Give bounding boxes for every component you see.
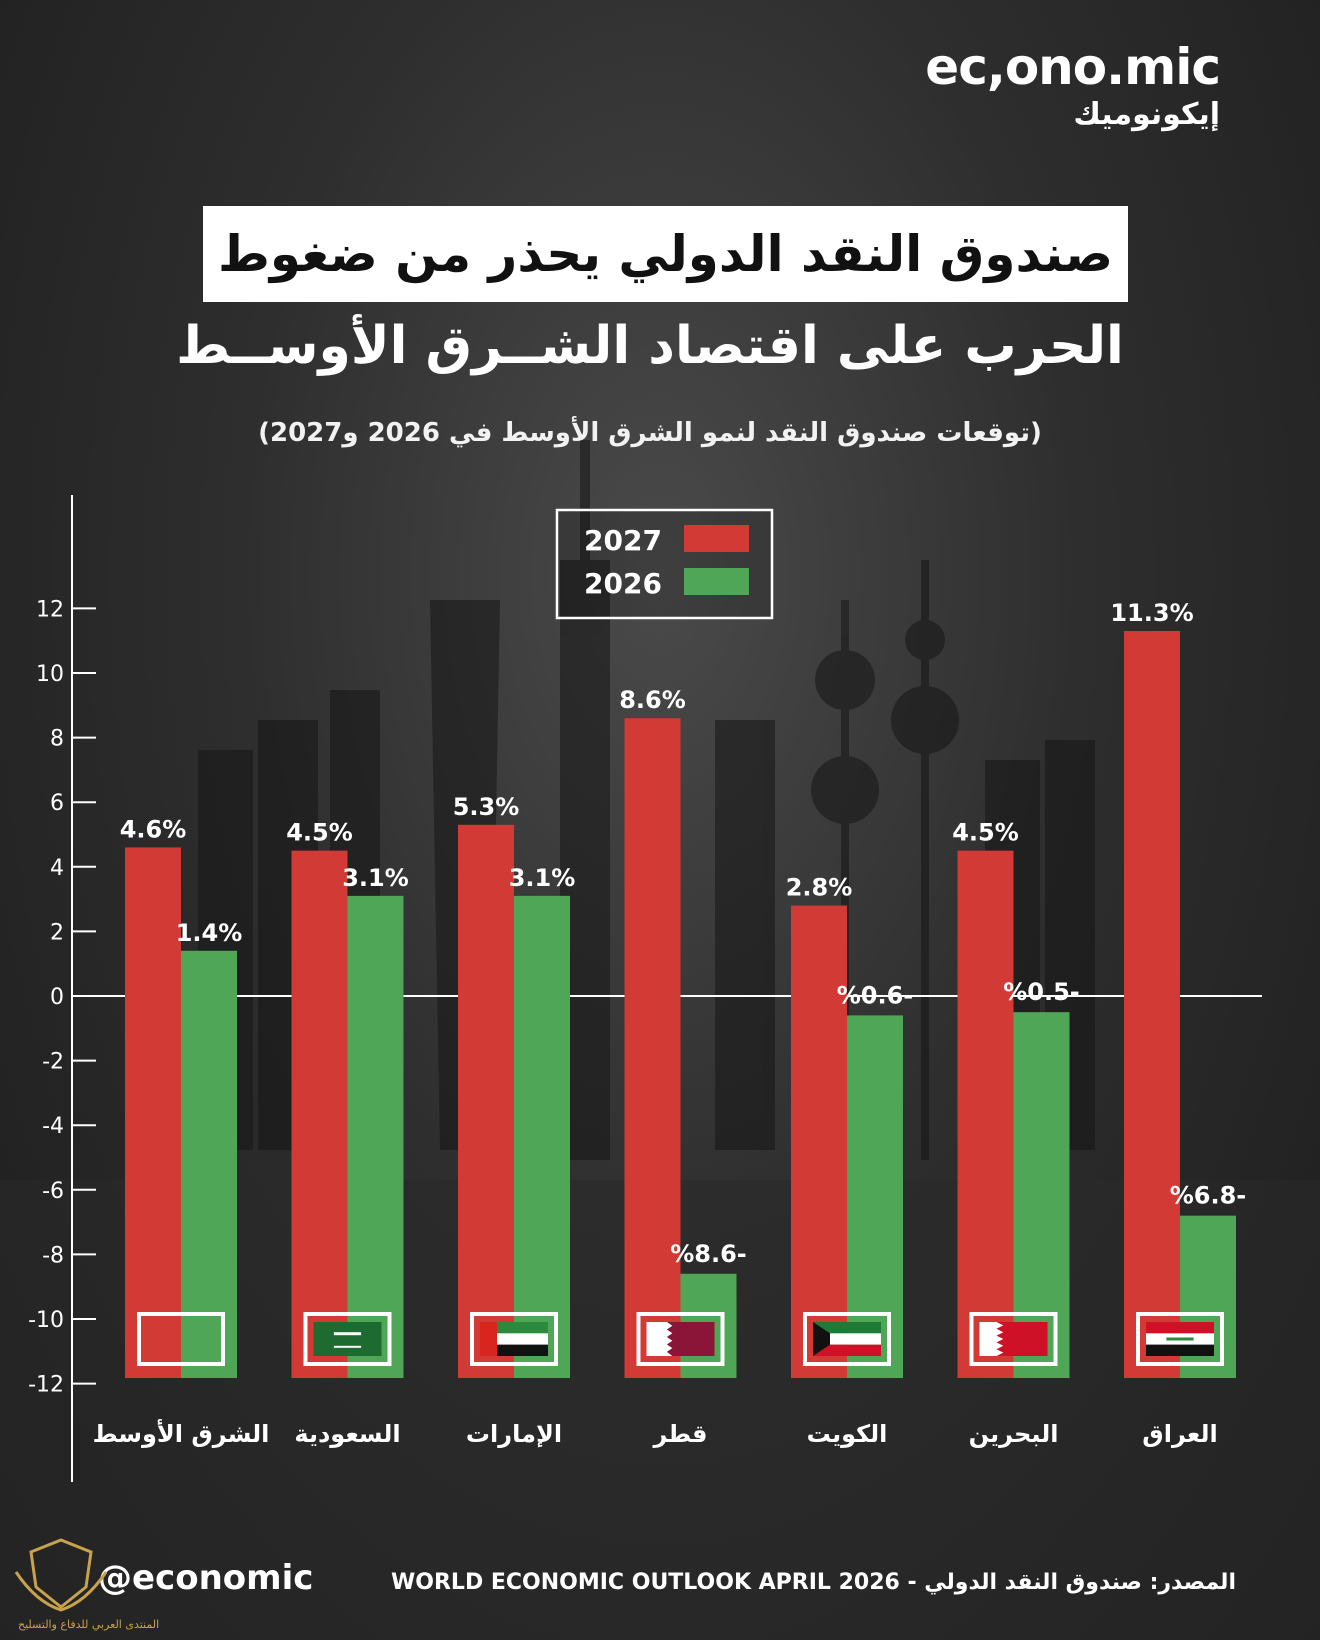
flag-frame (470, 1312, 558, 1366)
legend-swatch-2026 (684, 568, 749, 595)
flag-bahrain (969, 1312, 1058, 1366)
category-label: البحرين (969, 1420, 1059, 1448)
flag-stripe-bottom (497, 1344, 548, 1356)
y-tick-label: 4 (50, 856, 64, 881)
flag-trapezoid (813, 1322, 830, 1356)
flag-none (137, 1312, 225, 1366)
y-tick-label: 6 (50, 791, 64, 816)
flag-script (1166, 1337, 1194, 1341)
bars (125, 631, 1236, 1378)
flag-frame (969, 1312, 1058, 1366)
bar-2027 (957, 850, 1014, 1378)
flag-stripe-top (497, 1322, 548, 1334)
category-label: السعودية (294, 1420, 400, 1448)
category-label: الكويت (807, 1420, 888, 1448)
data-label-2027: 5.3% (453, 793, 520, 821)
legend-swatch-2027 (684, 525, 749, 552)
bar-2026 (347, 895, 404, 1378)
y-tick-label: 12 (36, 597, 64, 622)
y-tick-label: 2 (50, 920, 64, 945)
data-label-2026: 1.4% (176, 919, 243, 947)
flag-stripe-mid (813, 1333, 881, 1345)
data-label-2026: %0.5- (1003, 978, 1080, 1006)
y-tick-label: 8 (50, 727, 64, 752)
bar-2027 (291, 850, 348, 1378)
watermark-text: المنتدى العربي للدفاع والتسليح (18, 1618, 160, 1631)
bar-2027 (125, 847, 181, 1378)
data-label-2027: 2.8% (786, 874, 853, 902)
forum-shield-icon (14, 1538, 108, 1612)
bar-2027 (791, 905, 847, 1378)
category-label: الإمارات (466, 1420, 562, 1448)
brand-name-en: ec,ono.mic (925, 38, 1221, 96)
y-tick-label: -6 (42, 1179, 64, 1204)
flags (137, 1312, 1224, 1366)
flag-qatar (636, 1312, 725, 1366)
data-label-2027: 11.3% (1110, 599, 1193, 627)
bar-2026 (1013, 1012, 1070, 1378)
flag-iraq (1136, 1312, 1224, 1366)
flag-kuwait (803, 1312, 891, 1366)
social-handle: @economic (98, 1558, 314, 1598)
flag-uae (470, 1312, 558, 1366)
flag-stripe-bottom (813, 1344, 881, 1356)
data-label-2026: %6.8- (1170, 1182, 1247, 1210)
y-tick-label: 0 (50, 985, 64, 1010)
flag-hoist (480, 1322, 497, 1356)
flag-serration (979, 1322, 1004, 1356)
data-label-2026: %8.6- (670, 1240, 747, 1268)
y-tick-label: -2 (42, 1050, 64, 1075)
flag-frame (636, 1312, 725, 1366)
flag-frame (803, 1312, 891, 1366)
chart-subtitle: (توقعات صندوق النقد لنمو الشرق الأوسط في… (258, 418, 1042, 448)
flag-frame (1136, 1312, 1224, 1366)
y-axis: 12 10 8 6 4 2 0 -2 -4 -6 -8 -10 -12 (28, 495, 1262, 1482)
brand-logo: ec,ono.mic إيكونوميك (925, 38, 1221, 132)
flag-frame (137, 1312, 225, 1366)
bar-2026 (847, 1015, 903, 1378)
category-label: العراق (1142, 1420, 1217, 1448)
flag-script (333, 1332, 362, 1336)
y-tick-label: -4 (42, 1114, 64, 1139)
legend-label-2026: 2026 (584, 567, 662, 600)
category-label: قطر (652, 1420, 707, 1448)
legend-label-2027: 2027 (584, 524, 662, 557)
category-label: الشرق الأوسط (93, 1419, 270, 1448)
flag-sword (333, 1345, 362, 1348)
title-line-2: الحرب على اقتصاد الشــرق الأوســط (176, 316, 1124, 376)
data-labels: 4.6% 1.4% الشرق الأوسط 4.5% 3.1% السعودية 5.3%… (93, 599, 1247, 1448)
bar-2027 (624, 718, 681, 1378)
bar-2026 (181, 950, 237, 1378)
legend: 2027 2026 (555, 508, 774, 620)
title-line-1: صندوق النقد الدولي يحذر من ضغوط (203, 206, 1128, 302)
y-tick-label: -8 (42, 1243, 64, 1268)
flag-field (313, 1322, 382, 1356)
y-tick-label: -12 (28, 1373, 64, 1398)
bar-2026 (514, 895, 570, 1378)
bar-2027 (1124, 631, 1180, 1378)
flag-frame (303, 1312, 392, 1366)
brand-name-ar: إيكونوميك (1073, 97, 1220, 132)
flag-stripe-top (1146, 1322, 1214, 1334)
bar-2027 (458, 824, 514, 1378)
y-tick-label: -10 (28, 1308, 64, 1333)
data-label-2027: 4.5% (286, 819, 353, 847)
data-label-2026: 3.1% (509, 864, 576, 892)
flag-stripe-top (813, 1322, 881, 1334)
data-label-2026: %0.6- (837, 981, 914, 1009)
y-tick-label: 10 (36, 662, 64, 687)
data-label-2026: 3.1% (342, 864, 409, 892)
flag-serration (646, 1322, 673, 1356)
flag-stripe-mid (497, 1333, 548, 1345)
flag-stripe-bottom (1146, 1344, 1214, 1356)
source-note: المصدر: صندوق النقد الدولي - WORLD ECONO… (391, 1570, 1236, 1595)
data-label-2027: 4.6% (120, 815, 187, 843)
flag-saudi-arabia (303, 1312, 392, 1366)
data-label-2027: 4.5% (952, 819, 1019, 847)
data-label-2027: 8.6% (619, 686, 686, 714)
